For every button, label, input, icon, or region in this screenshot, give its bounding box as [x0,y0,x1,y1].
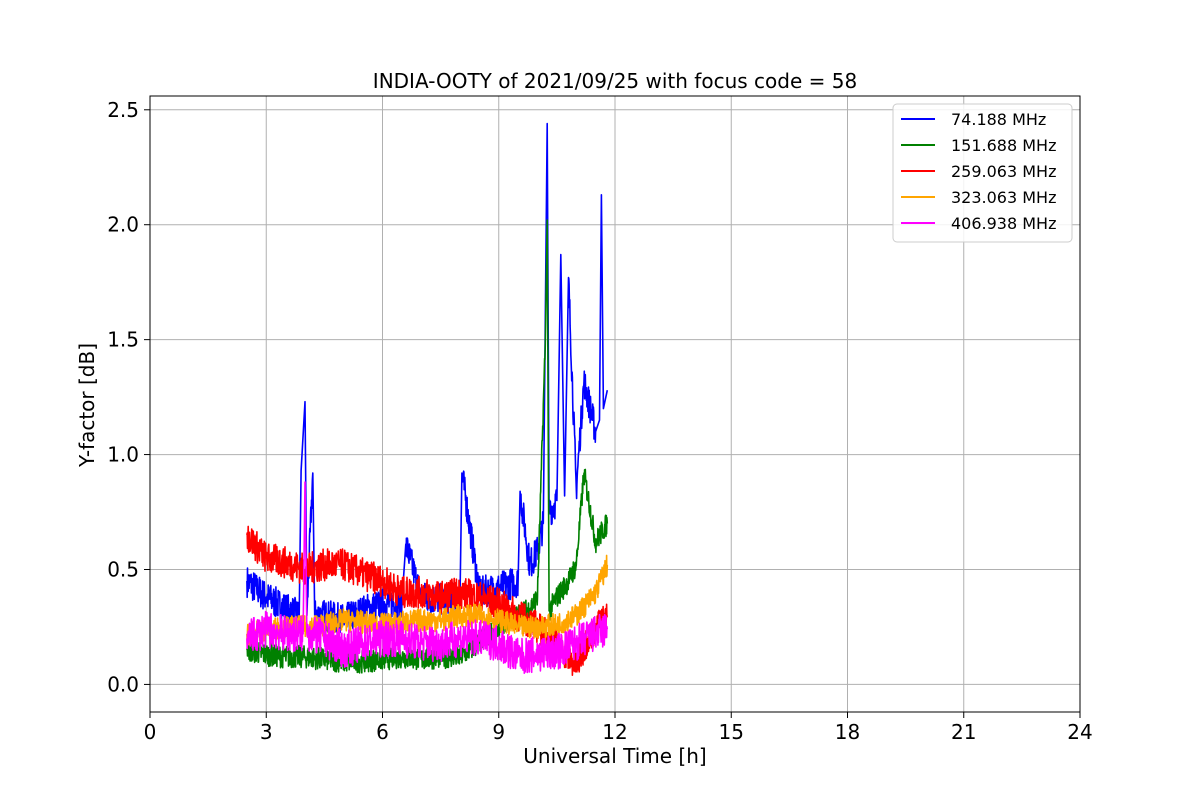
series-line-4 [246,481,609,674]
y-tick-label: 1.5 [107,328,139,352]
series-line-1 [246,219,609,674]
y-tick-label: 2.0 [107,213,139,237]
axis-ticks: 0 3 6 9 12 15 18 21 24 0.0 0.5 1.0 1.5 2.0 2.5 [107,98,1093,744]
x-tick-label: 15 [719,720,744,744]
legend: 74.188 MHz 151.688 MHz 259.063 MHz 323.063 … [892,103,1073,243]
y-axis-label: Y-factor [dB] [75,343,99,468]
x-tick-label: 21 [951,720,976,744]
x-tick-label: 0 [144,720,157,744]
series-line-2 [246,525,609,676]
legend-label: 259.063 MHz [951,162,1056,181]
x-tick-label: 3 [260,720,273,744]
x-tick-label: 9 [492,720,505,744]
y-tick-label: 0.0 [107,672,139,696]
legend-label: 74.188 MHz [951,110,1046,129]
x-axis-label: Universal Time [h] [523,744,706,768]
x-tick-label: 12 [602,720,627,744]
x-tick-label: 24 [1067,720,1092,744]
chart-title: INDIA-OOTY of 2021/09/25 with focus code… [373,69,857,93]
x-tick-label: 6 [376,720,389,744]
legend-label: 151.688 MHz [951,136,1056,155]
x-tick-label: 18 [835,720,860,744]
y-tick-label: 2.5 [107,98,139,122]
y-tick-label: 1.0 [107,443,139,467]
legend-label: 406.938 MHz [951,214,1056,233]
legend-box [892,103,1073,243]
series-layer [246,122,609,676]
legend-label: 323.063 MHz [951,188,1056,207]
y-tick-label: 0.5 [107,557,139,581]
